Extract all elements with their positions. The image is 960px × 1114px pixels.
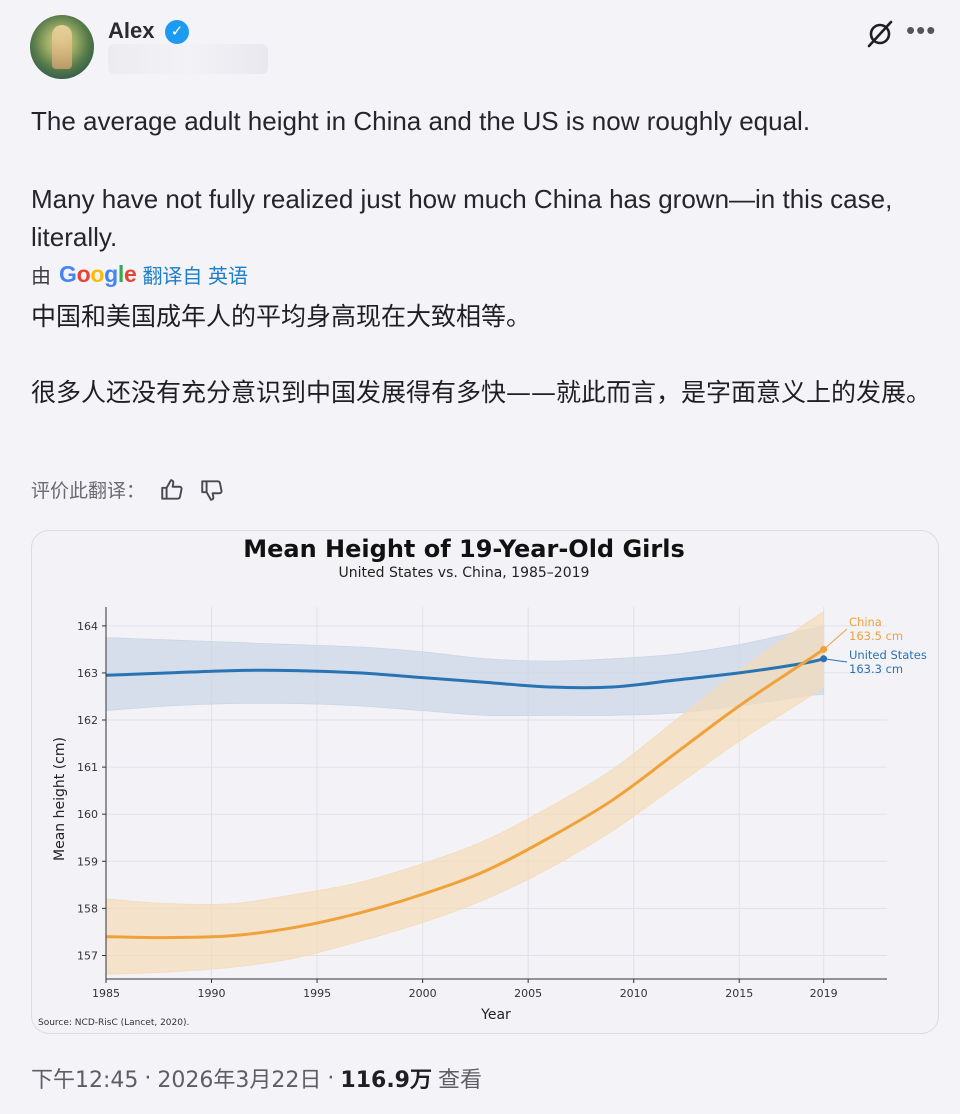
post-text-en-2: Many have not fully realized just how mu…: [31, 184, 893, 252]
end-label-leader-united-states: [823, 658, 848, 663]
x-tick-label: 2019: [810, 987, 838, 1000]
author-handle-blurred: [108, 44, 268, 74]
chart-axes: [105, 607, 887, 980]
x-tick-label: 1985: [92, 987, 120, 1000]
translation-attribution: 由 Google 翻译自 英语: [31, 260, 248, 289]
y-tick-label: 163: [77, 667, 98, 680]
end-label-value-china: 163.5 cm: [849, 629, 903, 643]
translated-from-link[interactable]: 翻译自 英语: [142, 266, 248, 288]
x-axis-label: Year: [480, 1007, 511, 1023]
y-tick-label: 157: [77, 949, 98, 962]
y-tick-label: 158: [77, 902, 98, 915]
end-label-leader-china: [823, 628, 848, 650]
x-tick-label: 2000: [409, 987, 437, 1000]
chart-ticks: 1985 1990 1995 2000 2005 2010 2015 2019 157 158 15…: [77, 620, 838, 1000]
post-date[interactable]: 2026年3月22日: [157, 1068, 322, 1093]
chart-subtitle: United States vs. China, 1985–2019: [339, 565, 590, 581]
translated-prefix: 由: [31, 266, 51, 288]
y-tick-label: 161: [77, 761, 98, 774]
end-label-name-china: China: [849, 615, 882, 629]
chart-source: Source: NCD-RisC (Lancet, 2020).: [38, 1018, 189, 1028]
chart-lines: [105, 645, 828, 940]
rate-translation-label: 评价此翻译：: [31, 480, 146, 502]
view-label: 查看: [437, 1068, 482, 1093]
grok-icon[interactable]: [864, 18, 896, 50]
x-tick-label: 1990: [198, 987, 226, 1000]
x-tick-label: 2005: [514, 987, 542, 1000]
avatar[interactable]: [30, 15, 94, 79]
x-tick-label: 2010: [620, 987, 648, 1000]
end-label-value-united-states: 163.3 cm: [849, 662, 903, 676]
x-tick-label: 1995: [303, 987, 331, 1000]
post-text-en-1: The average adult height in China and th…: [31, 106, 811, 136]
author-name[interactable]: Alex: [108, 18, 155, 43]
end-label-name-united-states: United States: [849, 648, 927, 662]
chart-title: Mean Height of 19-Year-Old Girls: [243, 535, 684, 563]
line-china: [105, 648, 825, 940]
rate-translation: 评价此翻译：: [31, 476, 225, 503]
height-chart: 1985 1990 1995 2000 2005 2010 2015 2019 157 158 15…: [38, 535, 927, 1028]
y-tick-label: 164: [77, 620, 98, 633]
footer-separator: ·: [144, 1065, 152, 1091]
post-time[interactable]: 下午12:45: [31, 1068, 139, 1093]
x-tick-label: 2015: [725, 987, 753, 1000]
view-count: 116.9万: [340, 1068, 432, 1093]
google-logo: Google: [59, 261, 137, 287]
chart-bands: [105, 610, 825, 975]
y-tick-label: 162: [77, 714, 98, 727]
chart-card[interactable]: 1985 1990 1995 2000 2005 2010 2015 2019 157 158 15…: [31, 530, 939, 1034]
post-text-zh-2: 很多人还没有充分意识到中国发展得有多快——就此而言，是字面意义上的发展。: [31, 378, 932, 407]
line-united-states: [105, 657, 825, 690]
y-tick-label: 159: [77, 855, 98, 868]
post-footer: 下午12:45 · 2026年3月22日 · 116.9万 查看: [31, 1062, 482, 1094]
post-header: Alex ✓ •••: [0, 0, 960, 96]
verified-badge-icon: ✓: [165, 20, 189, 44]
post-text-zh-1: 中国和美国成年人的平均身高现在大致相等。: [31, 302, 532, 331]
thumbs-down-icon[interactable]: [199, 477, 225, 503]
y-tick-label: 160: [77, 808, 98, 821]
y-axis-label: Mean height (cm): [52, 737, 68, 861]
more-options-icon[interactable]: •••: [906, 15, 937, 45]
thumbs-up-icon[interactable]: [159, 477, 185, 503]
footer-separator: ·: [327, 1065, 335, 1091]
